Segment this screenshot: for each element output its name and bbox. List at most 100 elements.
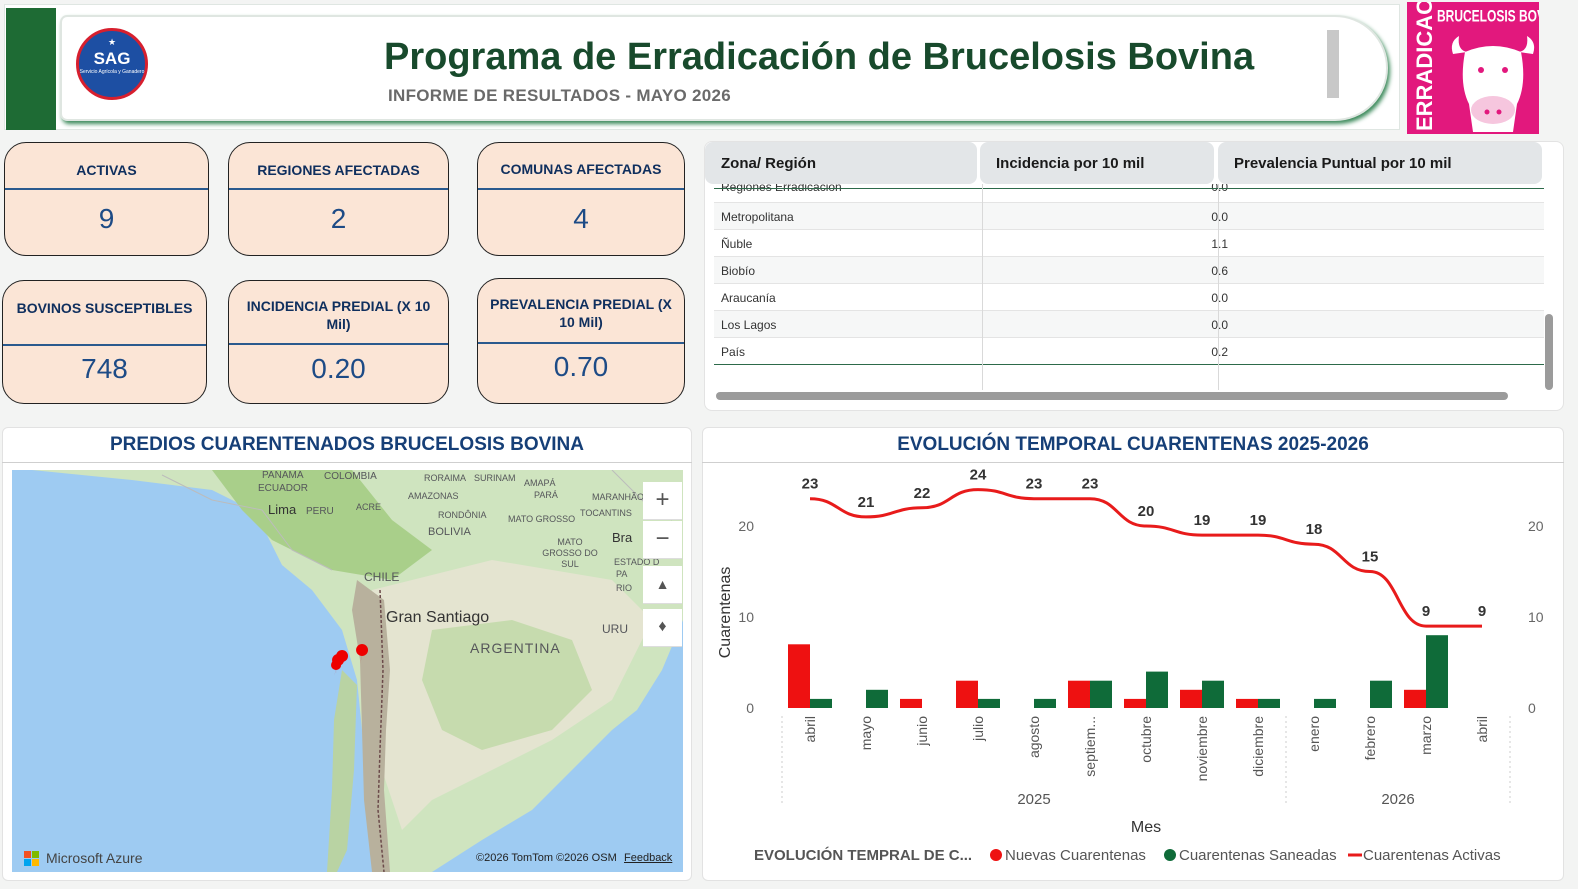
bar-saneadas [1314, 698, 1336, 708]
table-row[interactable]: Los Lagos 0.0 [714, 311, 1544, 338]
cow-icon [1451, 36, 1535, 132]
table-cell-incidencia: 1.1 [1211, 237, 1228, 251]
map-label: MARANHÃO [592, 492, 645, 502]
bar-saneadas [1258, 698, 1280, 708]
microsoft-logo-icon [24, 851, 42, 869]
table-row[interactable]: Araucanía 0.0 [714, 284, 1544, 311]
y-tick-label-right: 10 [1528, 609, 1544, 625]
data-label-activas: 23 [802, 476, 819, 493]
table-cell-region: Los Lagos [721, 318, 777, 332]
bar-nuevas [956, 680, 978, 708]
map-canvas[interactable]: PANAMÁ COLOMBIA RORAIMA SURINAM AMAPÁ EC… [12, 470, 683, 872]
kpi-divider [3, 344, 206, 346]
sag-logo: ★ SAG Servicio Agrícola y Ganadero [76, 28, 148, 100]
table-header-incidencia[interactable]: Incidencia por 10 mil [980, 142, 1214, 184]
chart-title-divider [702, 462, 1564, 463]
bar-saneadas [866, 689, 888, 708]
rotate-button[interactable]: ♦ [643, 609, 682, 647]
map-label: PERU [306, 506, 334, 517]
map-label: SURINAM [474, 473, 516, 483]
bar-nuevas [788, 644, 810, 708]
y-tick-label-right: 0 [1528, 700, 1536, 716]
kpi-value: 9 [98, 203, 115, 234]
legend-label-activas: Cuarentenas Activas [1363, 847, 1501, 864]
table-row[interactable]: Biobío 0.6 [714, 257, 1544, 284]
table-header-region[interactable]: Zona/ Región [705, 142, 977, 184]
map-label: MATO GROSSO [508, 514, 576, 524]
data-label-activas: 9 [1478, 603, 1486, 620]
table-header-divider [714, 188, 1544, 189]
x-axis-label: Mes [1131, 819, 1161, 836]
kpi-label: REGIONES AFECTADAS [257, 162, 420, 178]
erradicacion-logo-subtext: BRUCELOSIS BOVINA [1437, 6, 1539, 26]
data-label-activas: 24 [970, 467, 987, 484]
title-card [60, 15, 1388, 121]
kpi-card-prevalencia: PREVALENCIA PREDIAL (X 10 Mil) 0.70 [477, 278, 685, 404]
table-row[interactable]: Metropolitana 0.0 [714, 203, 1544, 230]
bar-nuevas [1124, 698, 1146, 708]
sag-logo-text: SAG [93, 49, 131, 68]
kpi-card-comunas: COMUNAS AFECTADAS 4 [477, 142, 685, 256]
table-vertical-scrollbar[interactable] [1545, 314, 1553, 390]
zoom-in-button[interactable]: + [643, 482, 682, 520]
map-title: PREDIOS CUARENTENADOS BRUCELOSIS BOVINA [110, 434, 584, 455]
chart-panel [702, 427, 1564, 881]
table-header-prevalencia[interactable]: Prevalencia Puntual por 10 mil [1218, 142, 1542, 184]
data-label-activas: 9 [1422, 603, 1430, 620]
bar-saneadas [1034, 698, 1056, 708]
y-tick-label: 20 [738, 518, 754, 534]
tilt-icon: ▲ [655, 576, 670, 592]
year-label: 2026 [1381, 791, 1414, 808]
data-label-activas: 22 [914, 485, 931, 502]
x-tick-label: abril [1474, 716, 1490, 742]
x-tick-label: julio [970, 716, 986, 742]
table-cell-region: Metropolitana [721, 210, 794, 224]
y-tick-label-right: 20 [1528, 518, 1544, 534]
table-row[interactable]: Regiones Erradicación 0.0 [714, 184, 1544, 203]
table-row-total[interactable]: País 0.2 [714, 338, 1544, 365]
map-label: Gran Santiago [386, 609, 490, 626]
x-tick-label: abril [802, 716, 818, 742]
data-label-activas: 21 [858, 494, 875, 511]
kpi-label: ACTIVAS [76, 162, 137, 178]
table-cell-incidencia: 0.6 [1211, 264, 1228, 278]
quarantine-chart: 0 0 10 10 20 20 Cuarentenas 23 21 22 24 23 23 20 19 19 1… [717, 467, 1544, 864]
table-horizontal-scrollbar[interactable] [716, 392, 1508, 400]
data-label-activas: 15 [1362, 549, 1379, 566]
map-label: RIO [616, 583, 633, 593]
map-label: URU [602, 622, 628, 636]
map-label: TOCANTINS [580, 508, 632, 518]
map-label: AMAPÁ [524, 478, 556, 488]
header-scrollbar[interactable] [1327, 30, 1339, 98]
map-label: ESTADO D [614, 557, 660, 567]
column-divider [1218, 184, 1219, 390]
map-label: MATO GROSSO DO SUL [542, 537, 598, 569]
quarantine-markers[interactable] [326, 644, 386, 684]
x-tick-label: septiem... [1082, 716, 1098, 777]
page-subtitle: INFORME DE RESULTADOS - MAYO 2026 [388, 86, 732, 105]
map-title-divider [2, 462, 692, 463]
kpi-label: INCIDENCIA PREDIAL (X 10 Mil) [246, 298, 431, 332]
column-divider [982, 184, 983, 390]
x-tick-label: noviembre [1194, 716, 1210, 782]
y-axis-label: Cuarentenas [717, 567, 734, 659]
table-cell-incidencia: 0.0 [1211, 318, 1228, 332]
bar-saneadas [810, 698, 832, 708]
kpi-value: 0.70 [553, 351, 609, 382]
map-label: RONDÔNIA [438, 510, 487, 520]
legend-marker-saneadas [1164, 849, 1176, 861]
star-icon: ★ [107, 37, 117, 47]
tilt-button[interactable]: ▲ [643, 566, 682, 604]
line-activas [809, 488, 1482, 628]
kpi-value: 748 [81, 353, 128, 384]
map-label: Lima [268, 502, 297, 517]
y-tick-label: 0 [746, 700, 754, 716]
bar-nuevas [1404, 689, 1426, 708]
zoom-out-button[interactable]: − [643, 521, 682, 559]
page-title: Programa de Erradicación de Brucelosis B… [384, 36, 1255, 78]
map-attribution: ©2026 TomTom ©2026 OSM [476, 852, 617, 864]
kpi-divider [478, 342, 684, 344]
feedback-link[interactable]: Feedback [624, 852, 673, 864]
header-accent-bar [6, 8, 56, 130]
table-row[interactable]: Ñuble 1.1 [714, 230, 1544, 257]
